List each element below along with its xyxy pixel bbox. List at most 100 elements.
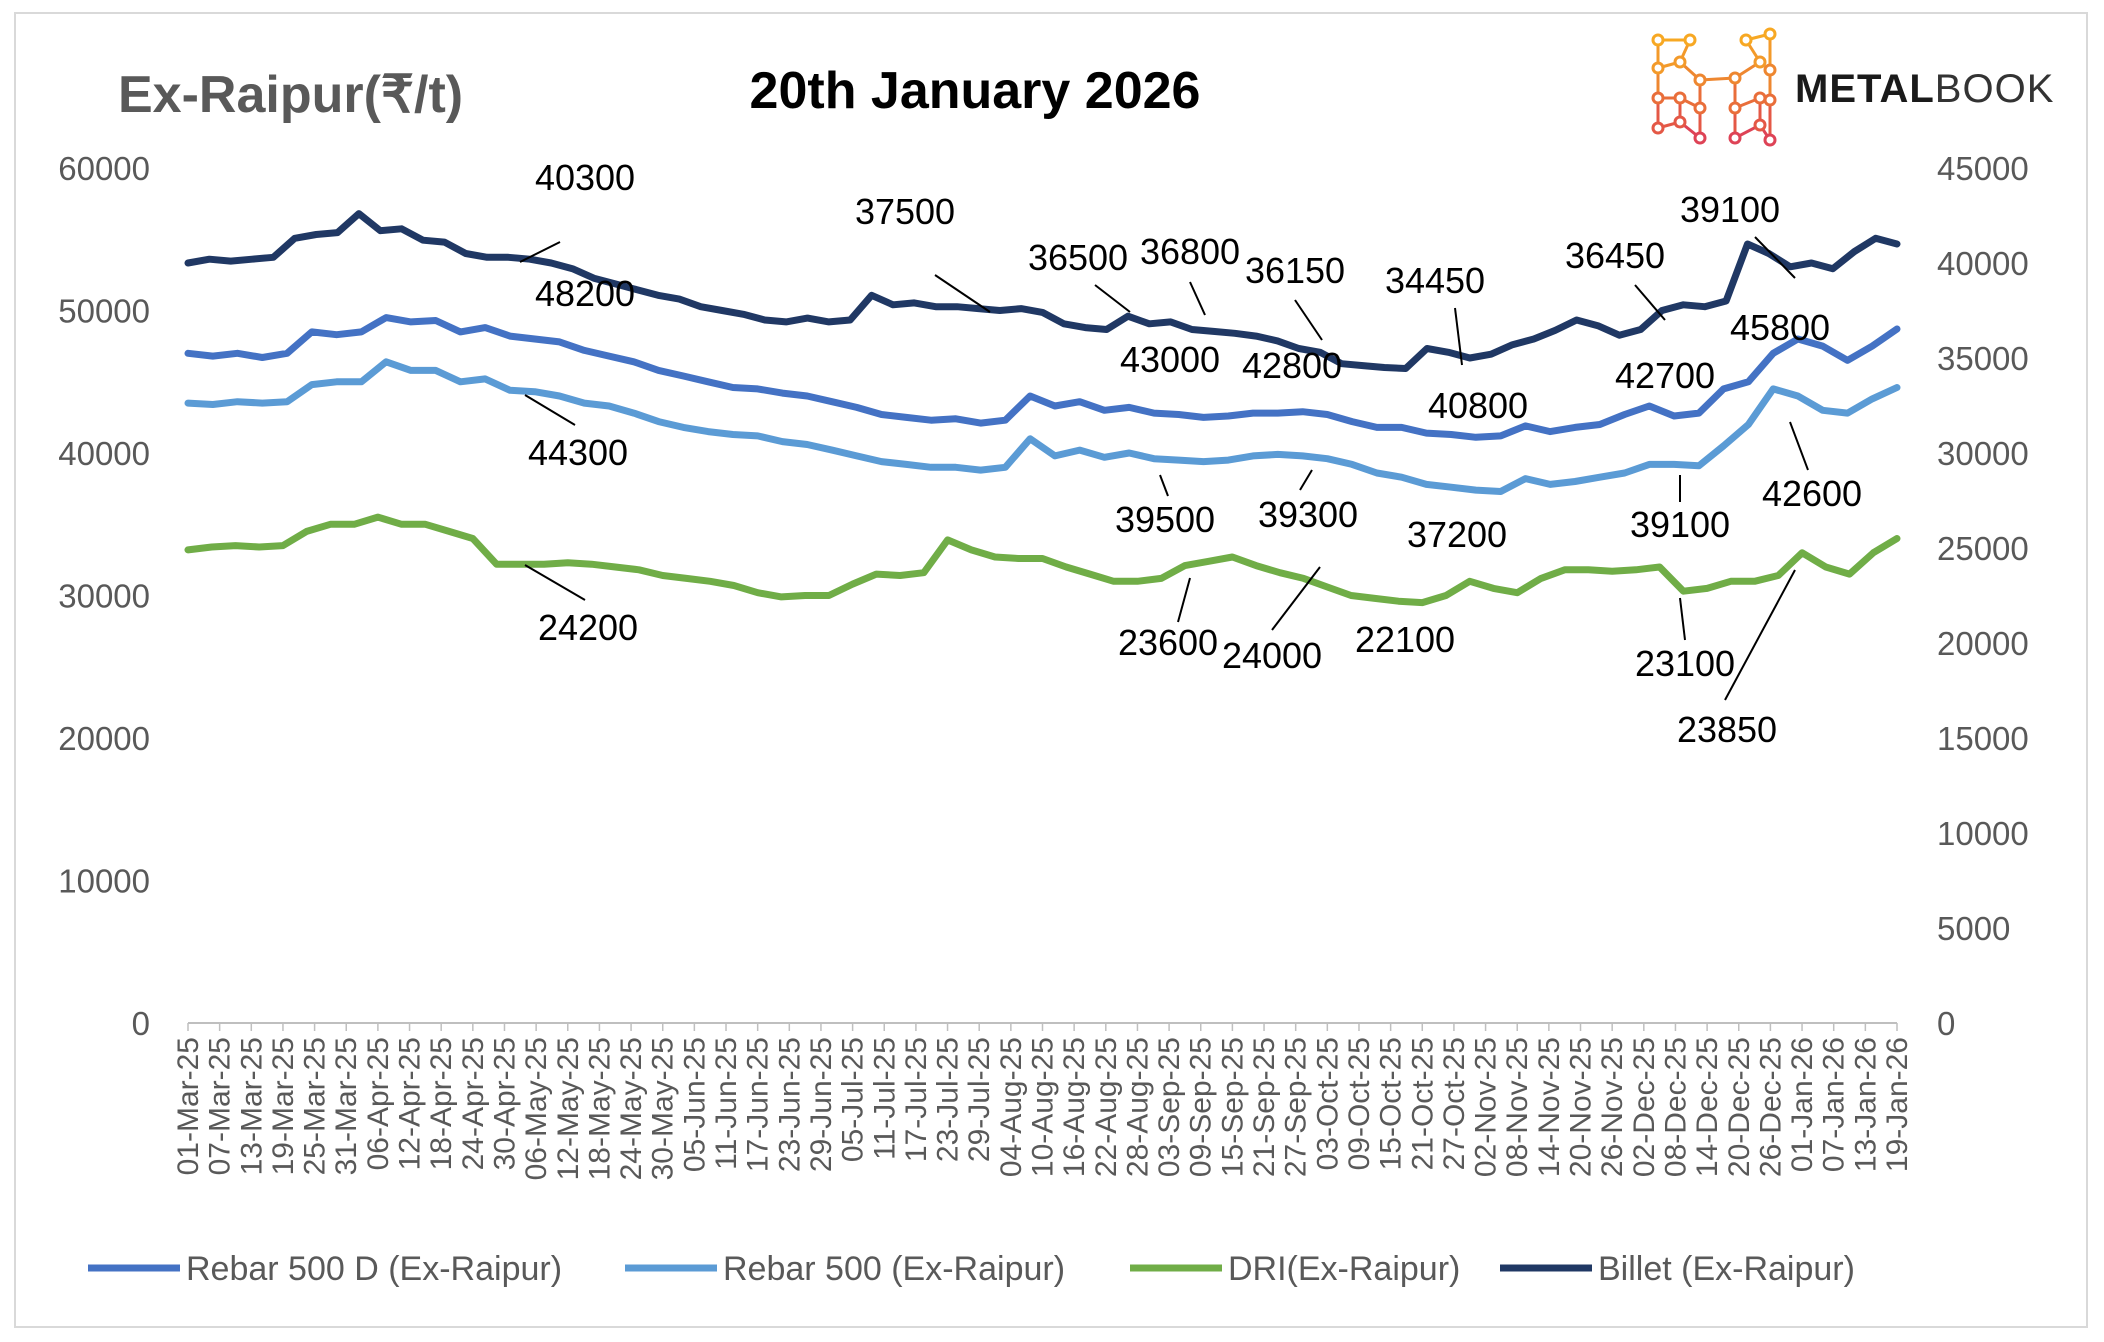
annotation-leader-line	[524, 564, 586, 601]
y-left-tick-label: 60000	[58, 150, 150, 187]
annotation-label: 44300	[528, 432, 628, 473]
y-right-tick-label: 35000	[1937, 340, 2029, 377]
axes: 0 10000 20000 30000 40000 50000 60000 0 5000 1000…	[58, 150, 2029, 1180]
legend: Rebar 500 D (Ex-Raipur) Rebar 500 (Ex-Rai…	[88, 1250, 1855, 1288]
x-tick-label: 08-Nov-25	[1501, 1037, 1534, 1177]
legend-label-3: Billet (Ex-Raipur)	[1598, 1250, 1855, 1288]
y-left-tick-label: 40000	[58, 435, 150, 472]
annotation-leader-line	[1454, 307, 1463, 366]
annotation-label: 42600	[1762, 473, 1862, 514]
x-tick-label: 21-Oct-25	[1406, 1037, 1439, 1170]
brand-name-bold: METAL	[1795, 67, 1935, 111]
y-left-axis-label: Ex-Raipur(₹/t)	[118, 66, 463, 124]
y-right-tick-label: 10000	[1937, 815, 2029, 852]
x-tick-label: 18-May-25	[583, 1037, 616, 1180]
x-tick-label: 28-Aug-25	[1121, 1037, 1154, 1177]
x-tick-label: 31-Mar-25	[330, 1037, 363, 1175]
x-tick-label: 26-Nov-25	[1596, 1037, 1629, 1177]
x-tick-label: 27-Sep-25	[1280, 1037, 1313, 1177]
x-tick-label: 29-Jul-25	[963, 1037, 996, 1162]
annotation-label: 40300	[535, 157, 635, 198]
x-tick-label: 08-Dec-25	[1659, 1037, 1692, 1177]
y-right-tick-label: 20000	[1937, 625, 2029, 662]
series-layer	[184, 210, 1901, 607]
x-tick-label: 19-Jan-26	[1881, 1037, 1914, 1172]
annotation-label: 39100	[1630, 504, 1730, 545]
x-tick-label: 09-Oct-25	[1343, 1037, 1376, 1170]
logo-node	[1763, 93, 1777, 107]
annotation-leader-line	[1189, 281, 1206, 316]
x-tick-label: 17-Jun-25	[742, 1037, 775, 1172]
legend-label-2: DRI(Ex-Raipur)	[1228, 1250, 1460, 1288]
y-left-tick-label: 10000	[58, 863, 150, 900]
logo-node	[1753, 55, 1767, 69]
x-tick-label: 10-Aug-25	[1027, 1037, 1060, 1177]
chart-frame	[14, 12, 2088, 1328]
x-tick-label: 02-Nov-25	[1470, 1037, 1503, 1177]
x-tick-label: 20-Nov-25	[1565, 1037, 1598, 1177]
x-tick-label: 12-May-25	[552, 1037, 585, 1180]
annotation-label: 34450	[1385, 260, 1485, 301]
x-tick-label: 15-Sep-25	[1216, 1037, 1249, 1177]
annotation-leader-line	[1094, 284, 1131, 313]
annotation-label: 48200	[535, 273, 635, 314]
logo-node	[1753, 91, 1767, 105]
x-tick-label: 22-Aug-25	[1090, 1037, 1123, 1177]
logo-node	[1753, 118, 1767, 132]
logo-node	[1763, 27, 1777, 41]
annotation-leader-line	[1754, 236, 1796, 279]
annotation-label: 24200	[538, 607, 638, 648]
metalbook-logo: METALBOOK	[1651, 27, 2053, 147]
x-tick-label: 19-Mar-25	[267, 1037, 300, 1175]
series-line-1	[184, 358, 1901, 495]
x-tick-label: 30-Apr-25	[488, 1037, 521, 1170]
annotation-label: 42700	[1615, 355, 1715, 396]
annotation-leader-line	[1294, 299, 1323, 341]
annotation-leader-line	[1271, 566, 1321, 631]
annotation-label: 36450	[1565, 235, 1665, 276]
annotation-label: 36500	[1028, 237, 1128, 278]
logo-node	[1673, 91, 1687, 105]
annotation-leader-line	[1679, 597, 1686, 641]
annotation-leader-line	[1789, 421, 1809, 471]
x-tick-label: 07-Jan-26	[1818, 1037, 1851, 1172]
annotation-leader-line	[1177, 577, 1191, 623]
y-left-tick-label: 0	[132, 1005, 150, 1042]
logo-node	[1673, 55, 1687, 69]
x-tick-label: 18-Apr-25	[425, 1037, 458, 1170]
y-left-tick-label: 20000	[58, 720, 150, 757]
x-tick-label: 24-Apr-25	[457, 1037, 490, 1170]
annotation-leader-line	[1634, 284, 1666, 321]
annotation-leader-line	[1299, 469, 1313, 491]
chart-title: 20th January 2026	[750, 62, 1201, 120]
annotation-label: 39500	[1115, 499, 1215, 540]
legend-label-1: Rebar 500 (Ex-Raipur)	[723, 1250, 1065, 1288]
x-tick-label: 13-Mar-25	[235, 1037, 268, 1175]
x-tick-label: 05-Jun-25	[678, 1037, 711, 1172]
logo-node	[1728, 101, 1742, 115]
x-tick-label: 14-Dec-25	[1691, 1037, 1724, 1177]
annotation-label: 36800	[1140, 231, 1240, 272]
x-tick-label: 30-May-25	[647, 1037, 680, 1180]
logo-node	[1763, 63, 1777, 77]
x-tick-label: 27-Oct-25	[1438, 1037, 1471, 1170]
x-tick-label: 20-Dec-25	[1723, 1037, 1756, 1177]
x-tick-label: 01-Jan-26	[1786, 1037, 1819, 1172]
logo-node	[1651, 121, 1665, 135]
annotation-label: 36150	[1245, 250, 1345, 291]
annotation-label: 22100	[1355, 619, 1455, 660]
x-tick-label: 03-Sep-25	[1153, 1037, 1186, 1177]
y-left-tick-label: 50000	[58, 293, 150, 330]
x-tick-label: 01-Mar-25	[172, 1037, 205, 1175]
x-tick-label: 02-Dec-25	[1628, 1037, 1661, 1177]
x-tick-label: 14-Nov-25	[1533, 1037, 1566, 1177]
logo-node	[1651, 91, 1665, 105]
y-right-tick-label: 30000	[1937, 435, 2029, 472]
x-tick-label: 06-Apr-25	[362, 1037, 395, 1170]
x-tick-label: 15-Oct-25	[1375, 1037, 1408, 1170]
logo-node	[1693, 101, 1707, 115]
logo-node	[1693, 131, 1707, 145]
x-tick-label: 17-Jul-25	[900, 1037, 933, 1162]
logo-node	[1683, 33, 1697, 47]
x-tick-label: 04-Aug-25	[995, 1037, 1028, 1177]
